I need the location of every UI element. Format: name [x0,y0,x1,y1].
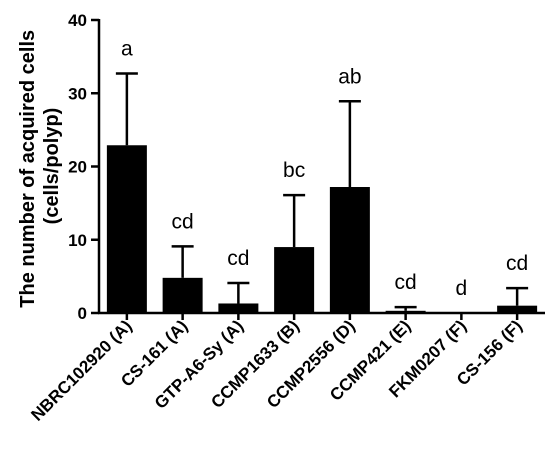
significance-label: ab [338,65,361,88]
bar [274,247,315,313]
y-tick-label: 40 [68,11,87,30]
y-axis-label-line-1: The number of acquired cells [17,30,39,308]
bar [385,310,426,313]
significance-label: cd [506,252,528,275]
significance-label: cd [227,247,249,270]
y-axis-label: The number of acquired cells (cells/poly… [17,24,63,307]
y-tick-label: 30 [68,84,87,103]
bar [106,145,147,313]
y-tick-label: 20 [68,158,87,177]
y-axis-label-line-2: (cells/polyp) [41,108,63,225]
significance-label: cd [172,210,194,233]
bar [497,305,538,313]
y-tick-label: 0 [78,304,87,323]
significance-label: d [456,277,468,300]
significance-label: bc [283,159,305,182]
significance-label: a [121,37,133,60]
significance-label: cd [395,271,417,294]
bar [218,303,259,313]
bar [329,187,370,313]
y-tick-label: 10 [68,231,87,250]
x-tick-label: NBRC102920 (A) [27,316,135,424]
bar [162,277,203,313]
